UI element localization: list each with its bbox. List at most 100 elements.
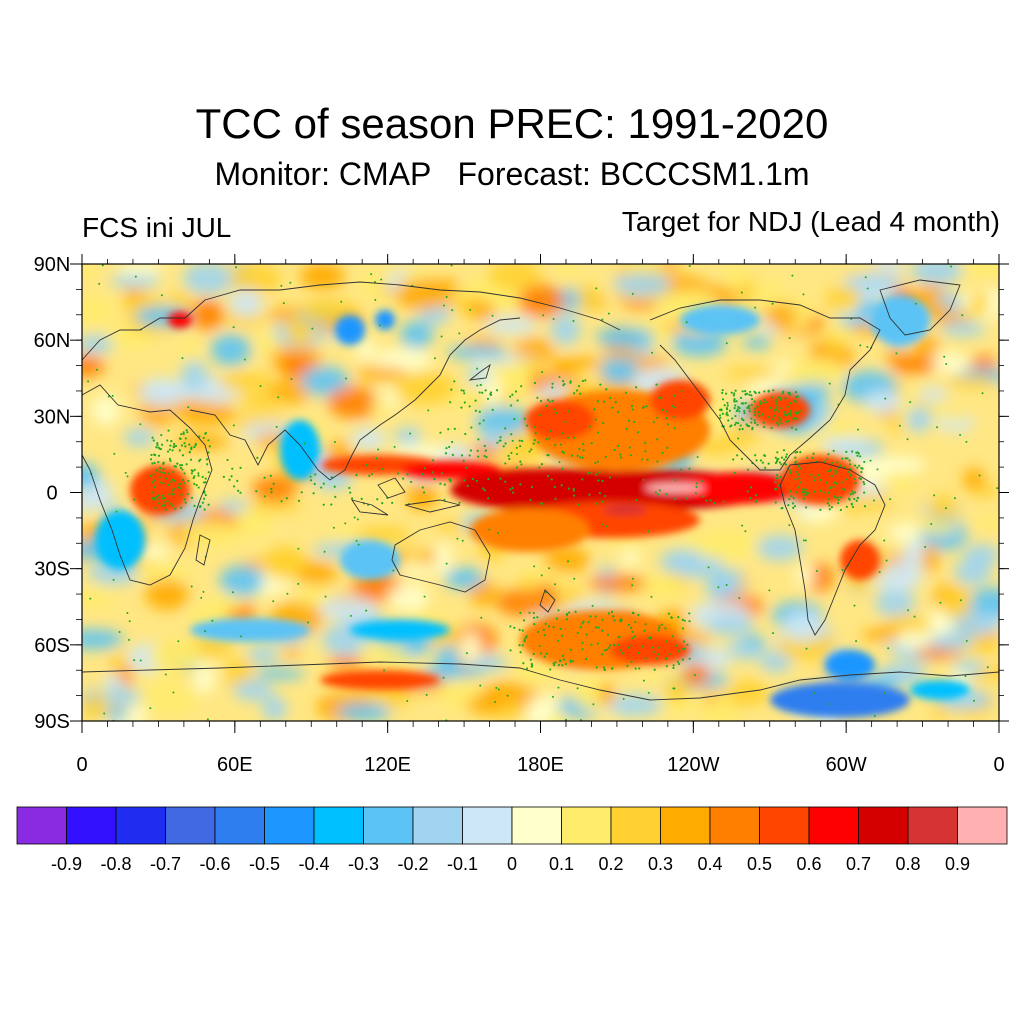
significance-dot — [688, 620, 691, 623]
field-patch — [618, 550, 642, 566]
significance-dot — [806, 456, 809, 459]
significance-dot — [523, 639, 526, 642]
significance-dot — [519, 483, 522, 486]
colorbar-swatch — [66, 806, 117, 845]
significance-dot — [333, 440, 336, 443]
significance-dot — [617, 635, 620, 639]
significance-dot — [555, 617, 559, 620]
significance-dot — [495, 389, 499, 392]
significance-dot — [641, 458, 644, 461]
significance-dot — [259, 385, 262, 388]
field-patch — [474, 406, 531, 436]
significance-dot — [190, 585, 193, 588]
significance-dot — [658, 646, 661, 649]
significance-dot — [561, 664, 564, 667]
significance-dot — [511, 486, 514, 490]
significance-dot — [635, 499, 638, 502]
significance-dot — [637, 613, 640, 617]
significance-dot — [996, 487, 999, 490]
significance-dot — [887, 647, 890, 650]
field-patch — [798, 499, 838, 523]
significance-dot — [763, 425, 766, 429]
significance-dot — [590, 471, 593, 474]
significance-dot — [637, 431, 640, 434]
colorbar-swatch — [511, 806, 562, 845]
significance-dot — [179, 437, 182, 440]
significance-dot — [334, 495, 337, 498]
significance-dot — [783, 458, 786, 461]
significance-dot — [853, 604, 856, 607]
significance-dot — [862, 480, 865, 484]
significance-dot — [936, 426, 939, 429]
field-patch — [139, 378, 185, 407]
significance-dot — [667, 612, 670, 615]
significance-dot — [509, 488, 512, 491]
significance-dot — [445, 295, 448, 298]
field-patch — [399, 320, 434, 349]
significance-dot — [582, 442, 585, 446]
significance-dot — [803, 490, 806, 493]
significance-dot — [895, 352, 898, 355]
significance-dot — [737, 405, 740, 409]
significance-dot — [780, 463, 783, 466]
significance-dot — [391, 501, 394, 504]
significance-dot — [863, 491, 866, 494]
significance-dot — [173, 465, 176, 468]
field-patch — [915, 521, 960, 534]
significance-dot — [740, 402, 743, 405]
significance-dot — [572, 489, 575, 492]
colorbar-label: 0.9 — [945, 854, 970, 874]
field-patch — [969, 517, 999, 529]
significance-dot — [797, 465, 800, 468]
significance-dot — [285, 497, 289, 500]
field-patch — [756, 534, 803, 561]
field-patch — [148, 639, 201, 672]
significance-dot — [256, 456, 259, 459]
colorbar-label: -0.5 — [249, 854, 280, 874]
significance-dot — [504, 480, 507, 483]
field-patch — [135, 544, 170, 561]
significance-dot — [793, 399, 796, 402]
significance-dot — [171, 489, 174, 492]
significance-dot — [155, 469, 158, 472]
significance-dot — [581, 641, 584, 644]
colorbar-swatch — [165, 806, 216, 845]
significance-dot — [206, 463, 209, 466]
significance-dot — [742, 419, 745, 422]
significance-dot — [518, 628, 521, 631]
significance-dot — [750, 417, 753, 420]
significance-dot — [826, 458, 829, 461]
significance-dot — [595, 502, 598, 505]
significance-dot — [668, 652, 671, 656]
significance-dot — [480, 616, 483, 619]
significance-dot — [151, 496, 155, 500]
field-patch — [701, 528, 757, 561]
significance-dot — [540, 462, 544, 466]
significance-dot — [525, 424, 529, 427]
significance-dot — [520, 385, 523, 388]
significance-dot — [270, 491, 273, 494]
significance-dot — [174, 444, 178, 448]
field-patch — [479, 429, 504, 449]
significance-dot — [392, 569, 395, 572]
significance-dot — [239, 491, 242, 494]
field-patch — [645, 483, 705, 493]
significance-dot — [826, 470, 829, 473]
significance-dot — [566, 436, 569, 439]
significance-dot — [515, 466, 519, 469]
significance-dot — [596, 642, 599, 645]
significance-dot — [869, 459, 872, 462]
significance-dot — [688, 467, 691, 470]
significance-dot — [783, 411, 787, 414]
significance-dot — [784, 397, 787, 400]
significance-dot — [487, 477, 490, 481]
significance-dot — [839, 464, 842, 467]
significance-dot — [700, 480, 703, 483]
significance-dot — [965, 639, 968, 642]
significance-dot — [534, 432, 537, 435]
significance-dot — [754, 306, 757, 309]
significance-dot — [589, 615, 592, 618]
field-patch — [646, 575, 682, 599]
significance-dot — [839, 508, 842, 512]
